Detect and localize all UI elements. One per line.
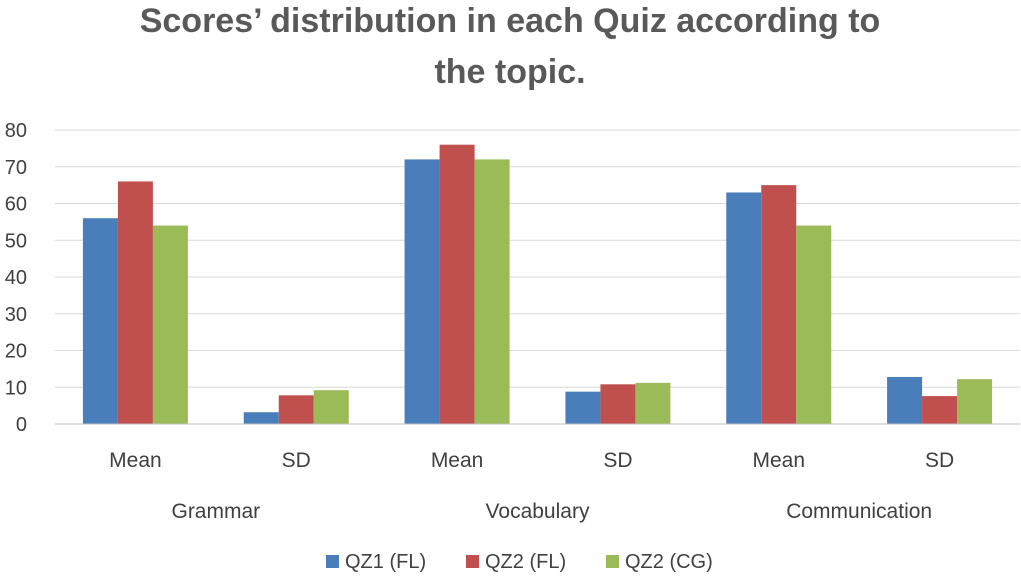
- y-tick-label: 30: [5, 304, 27, 326]
- bar: [600, 384, 636, 424]
- legend: QZ1 (FL) QZ2 (FL) QZ2 (CG): [326, 551, 713, 573]
- y-axis: 0 10 20 30 40 50 60 70 80: [5, 120, 27, 436]
- y-tick-label: 80: [5, 120, 27, 142]
- x-category-label: SD: [925, 449, 954, 472]
- x-group-label: Communication: [786, 500, 932, 523]
- bar: [565, 391, 601, 424]
- bar: [82, 218, 118, 424]
- y-tick-label: 10: [5, 377, 27, 399]
- y-tick-label: 50: [5, 230, 27, 252]
- bar: [439, 144, 475, 424]
- y-tick-label: 70: [5, 157, 27, 179]
- legend-swatch: [466, 555, 479, 568]
- legend-swatch: [326, 555, 339, 568]
- bar: [635, 382, 671, 424]
- x-category-label: Mean: [752, 449, 805, 472]
- x-axis: Mean SD Mean SD Mean SD Grammar Vocabulary Commu…: [55, 423, 1020, 523]
- legend-swatch: [606, 555, 619, 568]
- bar: [243, 412, 279, 424]
- legend-label: QZ1 (FL): [345, 551, 426, 573]
- legend-label: QZ2 (CG): [625, 551, 713, 573]
- x-group-label: Vocabulary: [486, 500, 590, 523]
- bar: [957, 379, 993, 424]
- chart-title: Scores’ distribution in each Quiz accord…: [140, 2, 881, 91]
- y-tick-label: 40: [5, 267, 27, 289]
- chart-title-line-1: Scores’ distribution in each Quiz accord…: [140, 2, 881, 40]
- chart-title-line-2: the topic.: [434, 53, 585, 91]
- x-category-label: SD: [603, 449, 632, 472]
- bars: [82, 144, 993, 424]
- bar: [887, 376, 923, 424]
- y-tick-label: 60: [5, 194, 27, 216]
- bar: [922, 396, 958, 424]
- bar: [474, 159, 510, 424]
- legend-label: QZ2 (FL): [485, 551, 566, 573]
- bar: [152, 225, 188, 424]
- bar: [117, 181, 153, 424]
- y-tick-label: 20: [5, 341, 27, 363]
- x-category-label: SD: [282, 449, 311, 472]
- bar: [726, 192, 762, 424]
- gridlines: [55, 129, 1020, 388]
- bar: [761, 185, 797, 424]
- bar: [313, 390, 349, 424]
- x-group-label: Grammar: [171, 500, 260, 523]
- bar: [404, 159, 440, 424]
- y-tick-label: 0: [16, 414, 27, 436]
- x-category-label: Mean: [431, 449, 484, 472]
- bar: [278, 395, 314, 424]
- bar: [796, 225, 832, 424]
- x-category-label: Mean: [109, 449, 162, 472]
